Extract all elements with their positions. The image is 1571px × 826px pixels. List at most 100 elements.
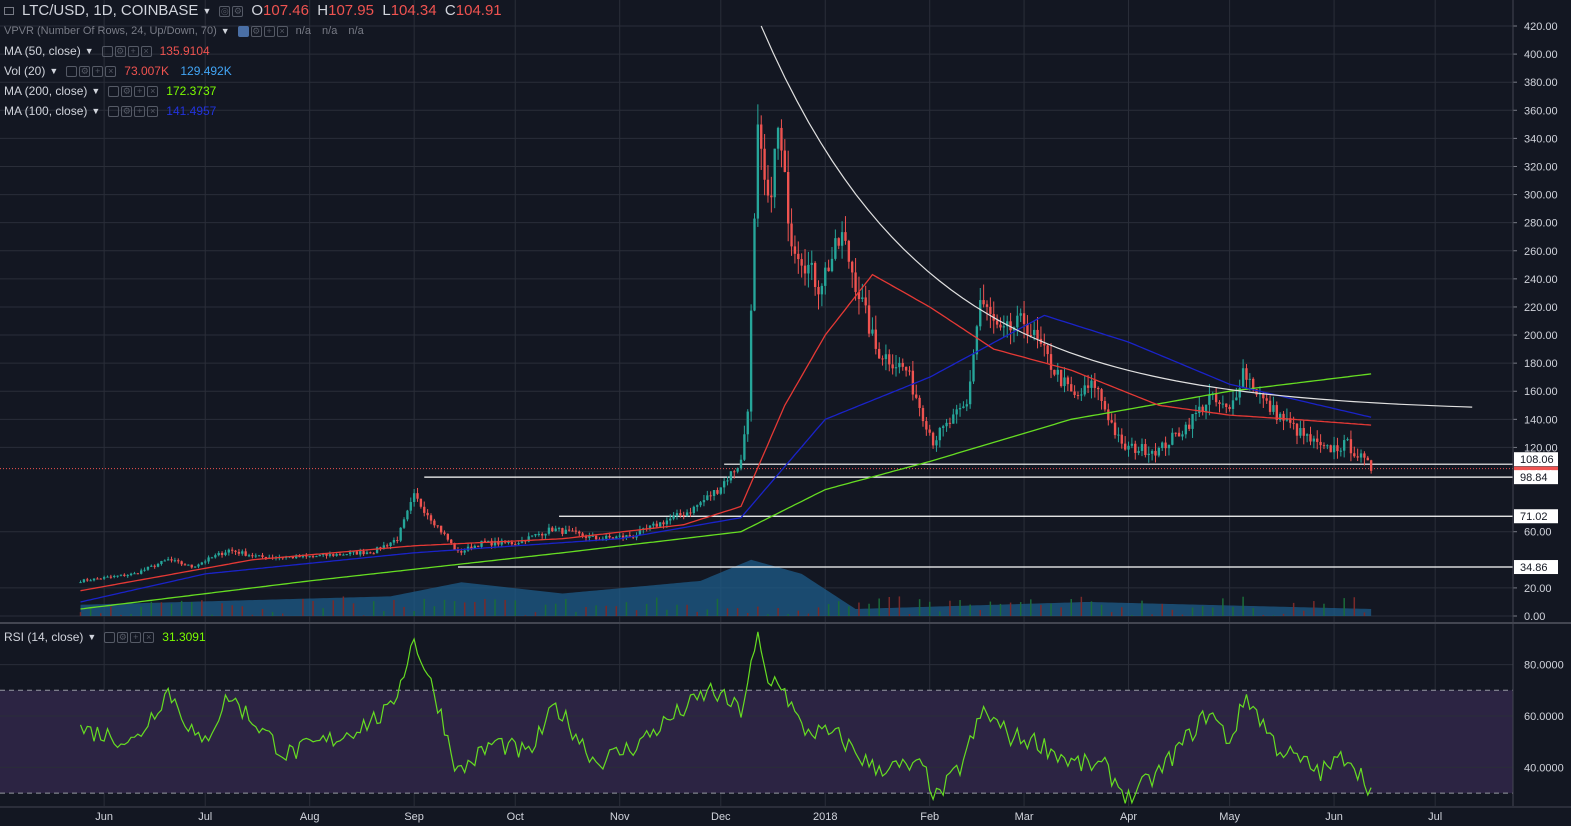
candle-body: [321, 553, 325, 556]
candle-body: [82, 579, 86, 583]
candle-body: [86, 579, 89, 581]
indicator-controls[interactable]: ⚙ + ×: [101, 45, 152, 57]
candle-body: [921, 408, 925, 422]
candle-body: [1369, 460, 1373, 471]
candle-body: [295, 555, 298, 559]
indicator-name[interactable]: MA (100, close): [4, 104, 88, 118]
chevron-down-icon[interactable]: ▼: [220, 26, 230, 36]
candle-body: [423, 506, 426, 513]
candle-body: [365, 552, 369, 555]
plus-icon[interactable]: +: [134, 85, 146, 97]
gear-icon[interactable]: ⚙: [250, 25, 262, 37]
chevron-down-icon[interactable]: ▼: [91, 106, 101, 116]
candle-body: [119, 574, 123, 576]
candle-body: [305, 555, 308, 557]
candle-body: [557, 528, 561, 530]
plus-icon[interactable]: +: [127, 45, 139, 57]
indicator-controls[interactable]: ⚙ + ×: [104, 631, 155, 643]
candle-body: [150, 565, 153, 567]
indicator-vpvr[interactable]: VPVR (Number Of Rows, 24, Up/Down, 70) ▼ …: [4, 21, 364, 41]
indicator-vol[interactable]: Vol (20) ▼ ⚙ + × 73.007K 129.492K: [4, 61, 232, 81]
indicator-controls[interactable]: ⚙ + ×: [108, 85, 159, 97]
chevron-down-icon[interactable]: ▼: [87, 632, 97, 642]
eye-icon[interactable]: [237, 25, 249, 37]
moving-averages: [80, 273, 1372, 610]
candle-body: [584, 536, 588, 538]
price-tick-label: 120.00: [1524, 442, 1558, 454]
plus-icon[interactable]: +: [263, 25, 275, 37]
gear-icon[interactable]: ⚙: [79, 65, 91, 77]
close-icon[interactable]: ×: [140, 45, 152, 57]
close-icon[interactable]: ×: [147, 85, 159, 97]
eye-icon[interactable]: [66, 65, 78, 77]
price-label: 98.84: [1514, 470, 1558, 485]
candle-body: [1043, 343, 1046, 346]
price-label-text: 98.84: [1520, 472, 1548, 484]
candle-body: [429, 515, 433, 521]
symbol-title[interactable]: LTC/USD, 1D, COINBASE: [22, 2, 199, 19]
close-icon[interactable]: ×: [105, 65, 117, 77]
menu-icon[interactable]: [4, 7, 14, 15]
candle-body: [578, 531, 581, 534]
trend-curve[interactable]: [760, 25, 1473, 408]
price-tick-label: 420.00: [1524, 21, 1558, 33]
header-controls[interactable]: ◎ ⚙: [219, 5, 244, 17]
close-icon[interactable]: ×: [143, 631, 155, 643]
indicator-name[interactable]: Vol (20): [4, 64, 46, 78]
candle-body: [1127, 445, 1130, 450]
indicator-controls[interactable]: ⚙ + ×: [237, 25, 288, 37]
eye-icon[interactable]: [108, 105, 120, 117]
support-lines[interactable]: [0, 463, 1513, 568]
gear-icon[interactable]: ⚙: [121, 105, 133, 117]
gear-icon[interactable]: ⚙: [121, 85, 133, 97]
indicator-rsi[interactable]: RSI (14, close) ▼ ⚙ + × 31.3091: [4, 627, 206, 647]
chevron-down-icon[interactable]: ▼: [202, 6, 212, 16]
candle-body: [810, 262, 813, 265]
candle-body: [1353, 453, 1356, 457]
candle-body: [638, 529, 642, 536]
time-tick-label: Sep: [404, 811, 424, 823]
candle-body: [1272, 405, 1275, 412]
indicator-controls[interactable]: ⚙ + ×: [66, 65, 117, 77]
indicator-controls[interactable]: ⚙ + ×: [108, 105, 159, 117]
rsi-pane: 80.0000 60.0000 40.0000: [0, 631, 1564, 805]
ma100-line: [80, 314, 1372, 603]
eye-icon[interactable]: [108, 85, 120, 97]
indicator-ma50[interactable]: MA (50, close) ▼ ⚙ + × 135.9104: [4, 41, 210, 61]
symbol-header[interactable]: LTC/USD, 1D, COINBASE ▼ ◎ ⚙ O107.46 H107.…: [4, 1, 502, 21]
eye-icon[interactable]: [104, 631, 116, 643]
chevron-down-icon[interactable]: ▼: [84, 46, 94, 56]
indicator-name[interactable]: VPVR (Number Of Rows, 24, Up/Down, 70): [4, 25, 217, 37]
indicator-name[interactable]: MA (200, close): [4, 84, 88, 98]
candle-body: [1140, 444, 1144, 451]
plus-icon[interactable]: +: [130, 631, 142, 643]
indicator-ma100[interactable]: MA (100, close) ▼ ⚙ + × 141.4957: [4, 101, 216, 121]
candle-body: [1245, 368, 1248, 380]
candle-body: [362, 551, 365, 555]
eye-icon[interactable]: ◎: [219, 5, 231, 17]
candle-body: [406, 510, 409, 520]
candle-body: [736, 468, 739, 472]
candle-body: [611, 537, 615, 539]
indicator-ma200[interactable]: MA (200, close) ▼ ⚙ + × 172.3737: [4, 81, 216, 101]
indicator-name[interactable]: MA (50, close): [4, 44, 81, 58]
candle-body: [177, 560, 180, 562]
close-icon[interactable]: ×: [276, 25, 288, 37]
candle-body: [911, 370, 915, 395]
gear-icon[interactable]: ⚙: [117, 631, 129, 643]
candle-body: [541, 534, 544, 536]
eye-icon[interactable]: [101, 45, 113, 57]
candle-body: [1097, 387, 1100, 390]
plus-icon[interactable]: +: [92, 65, 104, 77]
chevron-down-icon[interactable]: ▼: [91, 86, 101, 96]
gear-icon[interactable]: ⚙: [114, 45, 126, 57]
candle-body: [894, 367, 898, 369]
candle-body: [955, 409, 958, 415]
gear-icon[interactable]: ⚙: [232, 5, 244, 17]
close-icon[interactable]: ×: [147, 105, 159, 117]
chevron-down-icon[interactable]: ▼: [49, 66, 59, 76]
plus-icon[interactable]: +: [134, 105, 146, 117]
indicator-name[interactable]: RSI (14, close): [4, 630, 84, 644]
